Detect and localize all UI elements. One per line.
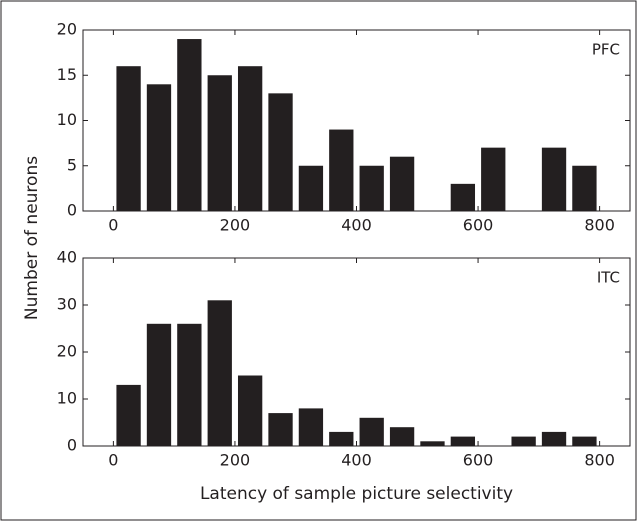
bar (450, 436, 476, 446)
x-tick-label: 400 (341, 451, 372, 470)
y-tick-label: 40 (57, 248, 77, 267)
bar (146, 323, 172, 446)
bar (541, 147, 567, 211)
bar (237, 66, 263, 211)
bar (572, 165, 597, 211)
y-tick-label: 20 (57, 342, 77, 361)
y-tick-label: 20 (57, 20, 77, 39)
bar (572, 436, 597, 446)
bar (329, 431, 354, 446)
bar (268, 93, 293, 211)
bar (420, 441, 445, 446)
bar (237, 375, 263, 446)
bar (359, 165, 384, 211)
bar (541, 431, 567, 446)
y-tick-label: 0 (67, 201, 77, 220)
panel-label: PFC (592, 41, 620, 59)
bar (329, 129, 354, 211)
bar (450, 183, 476, 211)
y-tick-label: 5 (67, 155, 77, 174)
bar (389, 427, 415, 446)
x-tick-label: 0 (108, 216, 118, 235)
y-tick-label: 30 (57, 295, 77, 314)
bar (116, 66, 141, 211)
bar (207, 75, 232, 211)
x-tick-label: 400 (341, 216, 372, 235)
x-tick-label: 800 (584, 216, 615, 235)
bar (177, 39, 202, 211)
bar (207, 300, 232, 446)
x-tick-label: 200 (220, 216, 251, 235)
bar (298, 408, 324, 446)
bar (146, 84, 172, 211)
bar (268, 413, 293, 446)
y-axis-label: Number of neurons (22, 156, 42, 320)
x-axis-label: Latency of sample picture selectivity (200, 484, 513, 504)
bar (298, 165, 324, 211)
bar (177, 323, 202, 446)
bar (389, 156, 415, 211)
bar (481, 147, 506, 211)
x-tick-label: 800 (584, 451, 615, 470)
y-tick-label: 10 (57, 110, 77, 129)
y-tick-label: 0 (67, 436, 77, 455)
bar (116, 384, 141, 446)
bar (359, 417, 384, 446)
x-tick-label: 0 (108, 451, 118, 470)
x-tick-label: 200 (220, 451, 251, 470)
bar (511, 436, 536, 446)
panel-label: ITC (597, 269, 620, 287)
y-tick-label: 15 (57, 65, 77, 84)
y-tick-label: 10 (57, 389, 77, 408)
x-tick-label: 600 (463, 216, 494, 235)
x-tick-label: 600 (463, 451, 494, 470)
